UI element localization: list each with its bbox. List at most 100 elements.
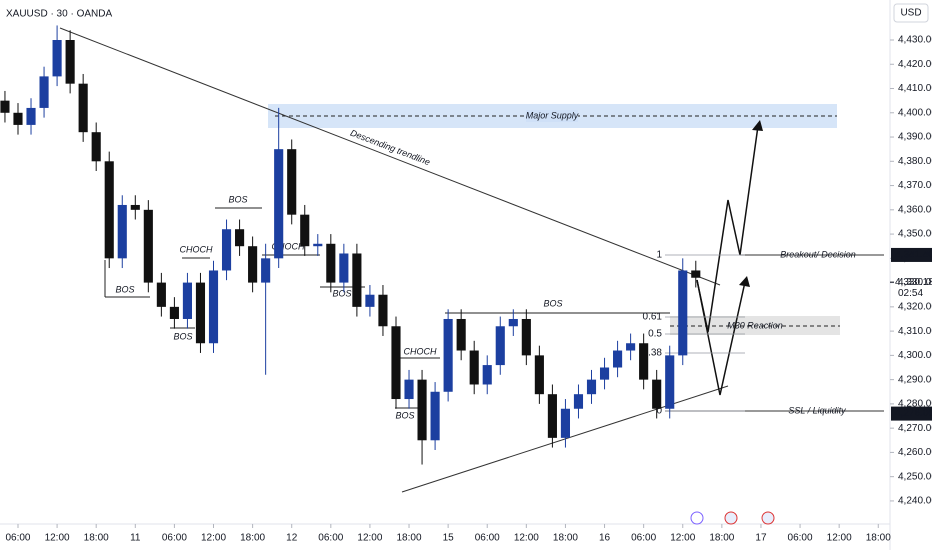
candle-body <box>339 253 349 283</box>
candle-body <box>560 408 571 438</box>
candle-body <box>235 229 245 247</box>
price-label: 4,330.185 <box>895 277 932 288</box>
arrow-head <box>752 120 763 131</box>
candle-body <box>130 204 140 210</box>
x-tick-label: 12:00 <box>45 533 70 544</box>
fib-label: 0 <box>656 406 662 417</box>
event-icon[interactable] <box>724 511 738 525</box>
x-tick-label: 06:00 <box>162 533 187 544</box>
candle-body <box>143 209 153 283</box>
y-tick-label: 4,420.000 <box>898 59 932 70</box>
y-tick-label: 4,330.000 <box>898 277 932 288</box>
candle-body <box>495 326 505 366</box>
candle-body <box>378 294 388 327</box>
candle-body <box>547 394 557 438</box>
x-tick-label: 11 <box>130 533 141 544</box>
ssl-label: SSL / Liquidity <box>788 405 846 415</box>
y-tick-label: 4,370.000 <box>898 180 932 191</box>
y-tick-label: 4,410.000 <box>898 83 932 94</box>
y-tick-label: 4,250.000 <box>898 471 932 482</box>
arrow-head <box>739 276 750 287</box>
candle-body <box>365 294 375 307</box>
structure-label: BOS <box>395 410 414 420</box>
structure-label: CHOCH <box>272 241 305 251</box>
x-tick-label: 06:00 <box>631 533 656 544</box>
y-tick-label: 4,290.000 <box>898 374 932 385</box>
candle-body <box>573 394 584 409</box>
structure-label: BOS <box>115 284 134 294</box>
projection-alt <box>696 279 746 396</box>
descending-trendline <box>59 27 721 286</box>
structure-label: BOS <box>543 298 562 308</box>
y-tick-label: 4,400.000 <box>898 107 932 118</box>
event-icon[interactable] <box>761 511 775 525</box>
x-tick-label: 15 <box>443 533 455 544</box>
x-tick-label: 12:00 <box>514 533 539 544</box>
price-label: 4,276.002 <box>895 408 932 419</box>
candle-body <box>534 355 544 395</box>
currency-box[interactable] <box>893 3 929 23</box>
x-tick-label: 18:00 <box>866 533 891 544</box>
y-tick-label: 4,240.000 <box>898 496 932 507</box>
candle-body <box>39 76 49 108</box>
y-tick-label: 4,380.000 <box>898 156 932 167</box>
x-tick-label: 12:00 <box>827 533 852 544</box>
candle-body <box>443 318 453 392</box>
x-tick-label: 12:00 <box>357 533 382 544</box>
y-tick-label: 4,320.000 <box>898 301 932 312</box>
candle-body <box>208 270 219 344</box>
candle-body <box>313 243 323 247</box>
y-tick-label: 4,260.000 <box>898 447 932 458</box>
candle-body <box>626 343 636 351</box>
candle-body <box>156 282 166 307</box>
x-tick-label: 12:00 <box>201 533 226 544</box>
candle-body <box>287 149 297 215</box>
candle-body <box>652 379 662 409</box>
candle-body <box>52 40 62 77</box>
y-tick-label: 4,300.000 <box>898 350 932 361</box>
candle-body <box>665 355 675 409</box>
candle-body <box>300 214 310 247</box>
y-tick-label: 4,350.000 <box>898 229 932 240</box>
candle-body <box>430 391 440 441</box>
x-tick-label: 16 <box>599 533 611 544</box>
fib-label: 0.61 <box>643 312 663 323</box>
candle-body <box>691 270 701 278</box>
fib-label: 0.5 <box>648 329 662 340</box>
x-tick-label: 06:00 <box>5 533 30 544</box>
y-tick-label: 4,310.000 <box>898 326 932 337</box>
structure-label: BOS <box>228 194 247 204</box>
candle-body <box>639 343 649 380</box>
event-icon[interactable] <box>690 511 704 525</box>
x-tick-label: 17 <box>755 533 767 544</box>
currency[interactable]: USD <box>900 8 921 19</box>
candle-body <box>326 243 336 283</box>
candle-body <box>0 100 10 113</box>
x-tick-label: 12:00 <box>670 533 695 544</box>
candle-body <box>91 132 101 162</box>
x-tick-label: 18:00 <box>553 533 578 544</box>
candle-body <box>391 326 401 400</box>
candle-body <box>274 149 284 259</box>
reaction-label: M30 Reaction <box>727 320 783 330</box>
candle-body <box>65 40 75 84</box>
structure-label: BOS <box>332 288 351 298</box>
structure-label: BOS <box>173 331 192 341</box>
x-tick-label: 18:00 <box>397 533 422 544</box>
fib-label: 1 <box>656 250 662 261</box>
candle-body <box>182 282 192 319</box>
candle-body <box>508 318 518 327</box>
fib-label: 0.38 <box>643 348 663 359</box>
structure-label: CHOCH <box>404 346 437 356</box>
candle-body <box>456 318 466 351</box>
candle-body <box>104 161 114 259</box>
x-tick-label: 18:00 <box>240 533 265 544</box>
candle-body <box>417 379 427 441</box>
x-tick-label: 18:00 <box>709 533 734 544</box>
breakout-label: Breakout/ Decision <box>780 249 856 259</box>
x-tick-label: 18:00 <box>84 533 109 544</box>
candle-body <box>195 282 206 344</box>
y-tick-label: 4,430.000 <box>898 35 932 46</box>
candle-body <box>221 229 232 271</box>
